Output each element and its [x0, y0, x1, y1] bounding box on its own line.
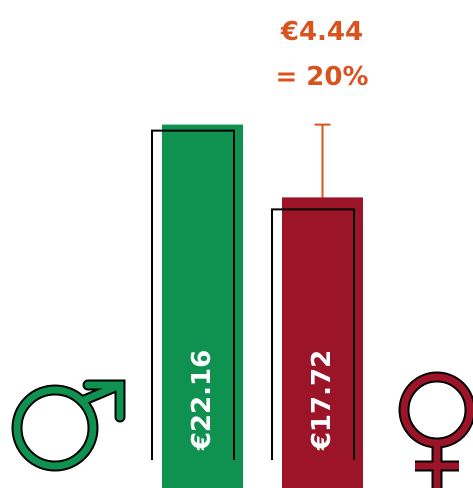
- bar-outline: [151, 129, 235, 460]
- value-label: €22.16: [187, 350, 217, 451]
- difference-label: €4.44: [280, 17, 363, 47]
- bar: [162, 124, 243, 488]
- bar-outline: [271, 208, 355, 460]
- difference-bar: [314, 123, 331, 198]
- bar: [282, 197, 363, 488]
- female-symbol: [398, 371, 473, 488]
- difference-percent-label: = 20%: [275, 62, 368, 92]
- male-symbol: [11, 379, 126, 472]
- value-label: €17.72: [307, 350, 337, 451]
